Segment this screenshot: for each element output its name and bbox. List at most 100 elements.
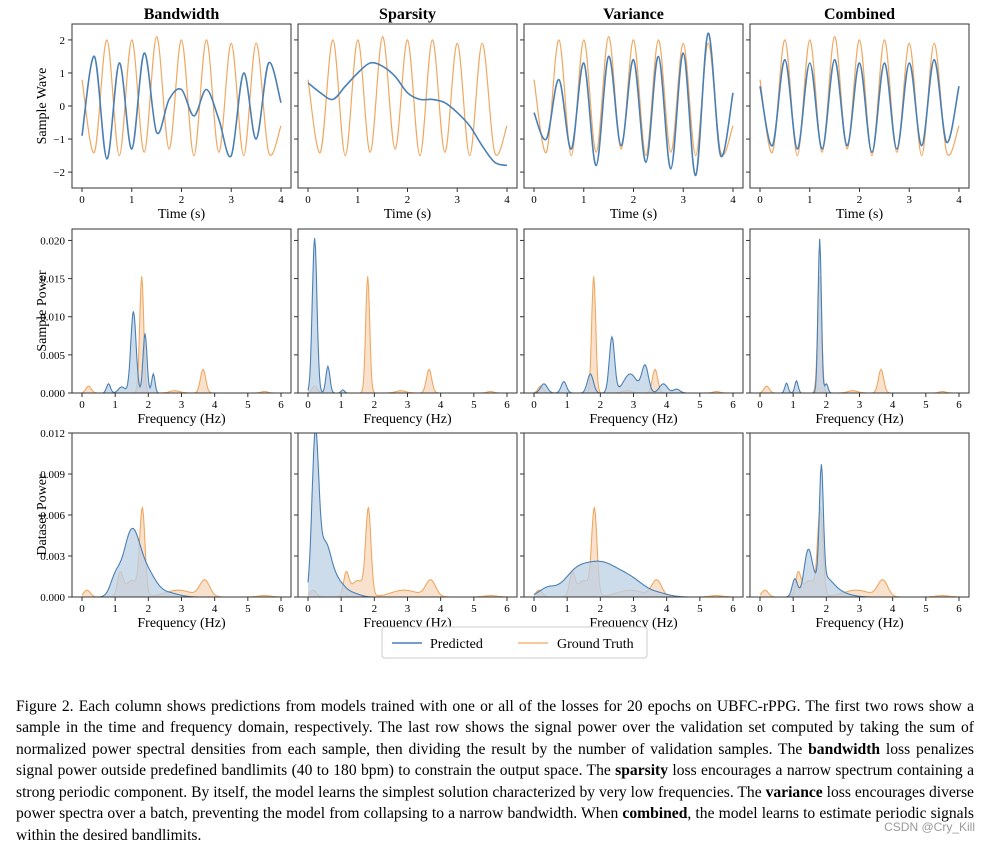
y-tick-label: −1	[53, 134, 65, 146]
series-predicted-area	[534, 336, 733, 393]
series-predicted-line	[533, 32, 734, 177]
plot-frame	[749, 228, 970, 394]
x-tick-label: 2	[179, 194, 185, 206]
x-tick-label: 5	[471, 603, 477, 615]
x-tick-label: 2	[372, 399, 378, 411]
x-tick-label: 6	[730, 603, 736, 615]
panel-wave-variance: 0 1 2 3 4 Time (s)	[520, 23, 744, 222]
x-tick-label: 6	[504, 399, 510, 411]
series-predicted-area	[308, 238, 507, 393]
plot-frame	[71, 432, 292, 598]
plot-frame	[749, 432, 970, 598]
x-tick-label: 4	[504, 194, 510, 206]
x-tick-label: 4	[278, 194, 284, 206]
x-tick-label: 2	[146, 603, 152, 615]
series-predicted-line	[307, 238, 507, 393]
series-ground-truth-area	[760, 507, 959, 597]
x-tick-label: 1	[790, 603, 796, 615]
panel-sample_power-combined: 0 1 2 3 4 5 6 Frequency (Hz)	[746, 228, 970, 427]
x-tick-label: 1	[790, 399, 796, 411]
series-predicted-line	[533, 335, 733, 393]
series-ground-truth-line	[307, 35, 508, 157]
series-ground-truth-line	[81, 35, 282, 157]
x-tick-label: 6	[278, 603, 284, 615]
figure: Bandwidth Sparsity Variance Combined Sample …	[35, 6, 970, 659]
x-tick-label: 4	[664, 399, 670, 411]
xlabel: Time (s)	[836, 207, 884, 222]
column-title-bandwidth: Bandwidth	[144, 6, 220, 23]
x-tick-label: 6	[504, 603, 510, 615]
y-tick-label: 0.010	[40, 312, 65, 324]
x-tick-label: 1	[564, 399, 570, 411]
x-tick-label: 1	[564, 603, 570, 615]
x-tick-label: 5	[697, 399, 703, 411]
plot-frame	[297, 228, 518, 394]
x-tick-label: 2	[824, 603, 830, 615]
x-tick-label: 2	[824, 399, 830, 411]
x-tick-label: 0	[79, 603, 85, 615]
series-predicted-line	[307, 433, 507, 597]
x-tick-label: 1	[129, 194, 135, 206]
series-predicted-area	[82, 311, 281, 393]
x-tick-label: 6	[278, 399, 284, 411]
x-tick-label: 0	[305, 194, 311, 206]
series-predicted-area	[760, 238, 959, 393]
x-tick-label: 3	[405, 399, 411, 411]
y-tick-label: 0.020	[40, 235, 65, 247]
x-tick-label: 0	[531, 194, 537, 206]
x-tick-label: 4	[212, 399, 218, 411]
y-tick-label: 0.012	[40, 428, 65, 440]
plot-frame	[71, 228, 292, 394]
ylabel-sample_power: Sample Power	[35, 270, 50, 352]
legend-predicted-label: Predicted	[430, 637, 483, 652]
series-ground-truth-line	[81, 276, 281, 393]
x-tick-label: 4	[956, 194, 962, 206]
x-tick-label: 0	[757, 603, 763, 615]
xlabel: Frequency (Hz)	[589, 412, 678, 427]
y-tick-label: 2	[60, 35, 66, 47]
plot-frame	[523, 432, 744, 598]
x-tick-label: 0	[79, 194, 85, 206]
x-tick-label: 1	[338, 399, 344, 411]
x-tick-label: 6	[956, 603, 962, 615]
panel-wave-sparsity: 0 1 2 3 4 Time (s)	[294, 23, 518, 222]
x-tick-label: 2	[598, 399, 604, 411]
series-ground-truth-line	[759, 506, 959, 597]
x-tick-label: 3	[229, 194, 235, 206]
plot-frame	[523, 228, 744, 394]
x-tick-label: 0	[531, 399, 537, 411]
series-predicted-line	[307, 61, 508, 167]
ylabel-wave: Sample Wave	[35, 68, 50, 145]
x-tick-label: 3	[631, 603, 637, 615]
panel-sample_power-sparsity: 0 1 2 3 4 5 6 Frequency (Hz)	[294, 228, 518, 427]
x-tick-label: 3	[681, 194, 687, 206]
xlabel: Time (s)	[384, 207, 432, 222]
series-predicted-line	[81, 52, 282, 160]
y-tick-label: 0.003	[40, 551, 65, 563]
column-title-sparsity: Sparsity	[379, 6, 436, 23]
series-predicted-area	[534, 561, 733, 597]
column-title-variance: Variance	[603, 6, 664, 23]
y-tick-label: 0.000	[40, 592, 65, 604]
panel-wave-combined: 0 1 2 3 4 Time (s)	[746, 23, 970, 222]
xlabel: Frequency (Hz)	[815, 412, 904, 427]
xlabel: Time (s)	[158, 207, 206, 222]
series-ground-truth-line	[307, 276, 507, 393]
x-tick-label: 3	[857, 603, 863, 615]
x-tick-label: 5	[697, 603, 703, 615]
x-tick-label: 4	[212, 603, 218, 615]
x-tick-label: 1	[338, 603, 344, 615]
x-tick-label: 2	[372, 603, 378, 615]
x-tick-label: 4	[438, 399, 444, 411]
x-tick-label: 0	[79, 399, 85, 411]
x-tick-label: 3	[455, 194, 461, 206]
x-tick-label: 0	[757, 399, 763, 411]
x-tick-label: 0	[757, 194, 763, 206]
column-title-combined: Combined	[824, 6, 895, 23]
y-tick-label: 1	[60, 68, 66, 80]
series-predicted-line	[760, 464, 959, 597]
y-tick-label: 0.005	[40, 350, 65, 362]
y-tick-label: 0.006	[40, 510, 65, 522]
